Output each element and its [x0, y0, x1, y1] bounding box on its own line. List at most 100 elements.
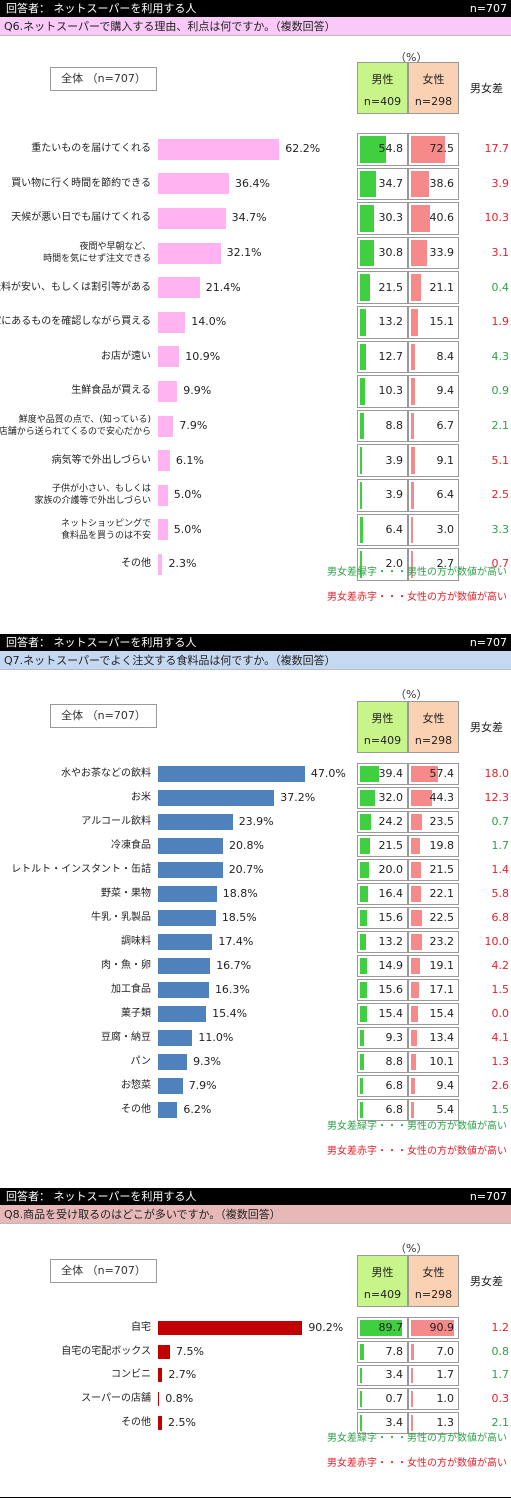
male-bar — [360, 766, 379, 782]
male-value: 12.7 — [378, 349, 404, 363]
male-cell: 30.3 — [357, 202, 408, 235]
chart-row: お店が遠い 10.9% 12.7 8.4 4.3 — [0, 340, 511, 375]
chart-panel: 回答者： ネットスーパーを利用する人 n=707 Q7.ネットスーパーでよく注文する… — [0, 634, 511, 1157]
female-value: 15.1 — [429, 315, 455, 329]
total-value: 10.9% — [185, 349, 221, 363]
gender-diff-value: 0.9 — [491, 384, 510, 398]
total-bar — [158, 1368, 163, 1383]
legend-green-note: 男女差緑字・・・男性の方が数値が高い — [327, 1121, 507, 1132]
male-cell: 2.0 — [357, 548, 408, 581]
male-value: 21.5 — [378, 280, 404, 294]
female-value: 13.4 — [429, 1031, 455, 1044]
total-bar — [158, 790, 275, 806]
total-value: 7.9% — [188, 1079, 217, 1092]
gender-diff-value: 2.1 — [491, 419, 510, 433]
female-value: 8.4 — [436, 349, 455, 363]
total-value: 6.2% — [183, 1103, 212, 1116]
male-cell: 30.8 — [357, 236, 408, 270]
total-value: 20.7% — [228, 863, 264, 876]
female-bar — [411, 1054, 416, 1070]
male-bar — [360, 1320, 403, 1336]
male-bar — [360, 136, 386, 163]
male-cell: 3.4 — [357, 1364, 408, 1387]
male-value: 21.5 — [378, 839, 404, 852]
diff-column-header: 男女差 — [462, 62, 511, 114]
category-label: 冷凍食品 — [111, 840, 151, 851]
total-value: 18.5% — [221, 911, 257, 924]
total-bar — [158, 1102, 178, 1118]
male-value: 15.6 — [378, 911, 404, 924]
female-cell: 9.1 — [408, 444, 459, 477]
male-value: 10.3 — [378, 384, 404, 398]
total-bar — [158, 519, 168, 541]
female-value: 33.9 — [429, 246, 455, 260]
female-value: 9.4 — [436, 384, 455, 398]
male-column-header: 男性 n=409 — [357, 1255, 408, 1307]
total-value: 7.5% — [176, 1344, 204, 1358]
gender-diff-value: 1.5 — [491, 983, 510, 996]
total-bar — [158, 934, 213, 950]
female-value: 72.5 — [429, 142, 455, 156]
category-label: その他 — [121, 1417, 151, 1429]
female-bar — [411, 136, 446, 163]
female-value: 10.1 — [429, 1055, 455, 1068]
total-bar — [158, 910, 216, 926]
male-cell: 15.4 — [357, 1003, 408, 1025]
category-label: 豆腐・納豆 — [101, 1032, 151, 1043]
male-column-header: 男性 n=409 — [357, 62, 408, 114]
gender-diff-value: 1.9 — [491, 315, 510, 329]
respondent-label: 回答者： ネットスーパーを利用する人 — [6, 1190, 197, 1203]
male-value: 16.4 — [378, 887, 404, 900]
female-bar — [411, 1343, 415, 1360]
female-bar — [411, 934, 422, 950]
total-value: 23.9% — [238, 815, 274, 828]
male-value: 15.6 — [378, 983, 404, 996]
category-label: レトルト・インスタント・缶詰 — [11, 864, 151, 875]
male-value: 34.7 — [378, 176, 404, 190]
category-label: その他 — [121, 558, 151, 570]
category-label: 自宅 — [131, 1321, 151, 1333]
category-label: 夜間や早朝など、 時間を気にせず注文できる — [43, 242, 151, 265]
male-bar — [360, 1102, 364, 1118]
category-label: 買い物に行く時間を節約できる — [11, 177, 151, 189]
female-bar — [411, 1078, 416, 1094]
chart-row: 天候が悪い日でも届けてくれる 34.7% 30.3 40.6 10.3 — [0, 201, 511, 236]
female-cell: 23.2 — [408, 931, 459, 953]
total-value: 36.4% — [234, 176, 270, 190]
male-bar — [360, 790, 376, 806]
category-label: 送料が安い、もしくは割引等がある — [0, 281, 151, 293]
legend-red-note: 男女差赤字・・・女性の方が数値が高い — [327, 592, 507, 603]
legend-red-note: 男女差赤字・・・女性の方が数値が高い — [327, 1458, 507, 1469]
total-value: 17.4% — [218, 935, 254, 948]
female-bar — [411, 814, 423, 830]
male-cell: 9.3 — [357, 1027, 408, 1049]
chart-row: コンビニ 2.7% 3.4 1.7 1.7 — [0, 1364, 511, 1388]
total-bar — [158, 1392, 160, 1407]
chart-row: その他 2.5% 3.4 1.3 2.1 — [0, 1411, 511, 1435]
female-value: 6.4 — [436, 488, 455, 502]
male-cell: 13.2 — [357, 931, 408, 953]
male-value: 0.7 — [385, 1392, 404, 1406]
category-label: 生鮮食品が買える — [71, 385, 151, 397]
category-label: お惣菜 — [121, 1080, 151, 1091]
female-sample-size: n=298 — [414, 734, 453, 747]
male-cell: 13.2 — [357, 306, 408, 339]
female-cell: 23.5 — [408, 811, 459, 833]
female-cell: 1.3 — [408, 1412, 459, 1434]
total-bar — [158, 138, 280, 160]
respondent-label: 回答者： ネットスーパーを利用する人 — [6, 2, 197, 15]
male-value: 7.8 — [385, 1344, 404, 1358]
male-bar — [360, 958, 367, 974]
male-cell: 3.4 — [357, 1412, 408, 1434]
male-bar — [360, 482, 362, 509]
female-value: 2.7 — [436, 557, 455, 571]
male-bar — [360, 910, 368, 926]
female-cell: 40.6 — [408, 202, 459, 235]
male-cell: 8.8 — [357, 1051, 408, 1073]
female-value: 90.9 — [429, 1320, 455, 1334]
chart-row: 病気等で外出しづらい 6.1% 3.9 9.1 5.1 — [0, 443, 511, 478]
female-header-label: 女性 — [422, 712, 445, 725]
female-bar — [411, 205, 431, 232]
female-bar — [411, 1006, 419, 1022]
chart-row: 買い物に行く時間を節約できる 36.4% 34.7 38.6 3.9 — [0, 167, 511, 202]
